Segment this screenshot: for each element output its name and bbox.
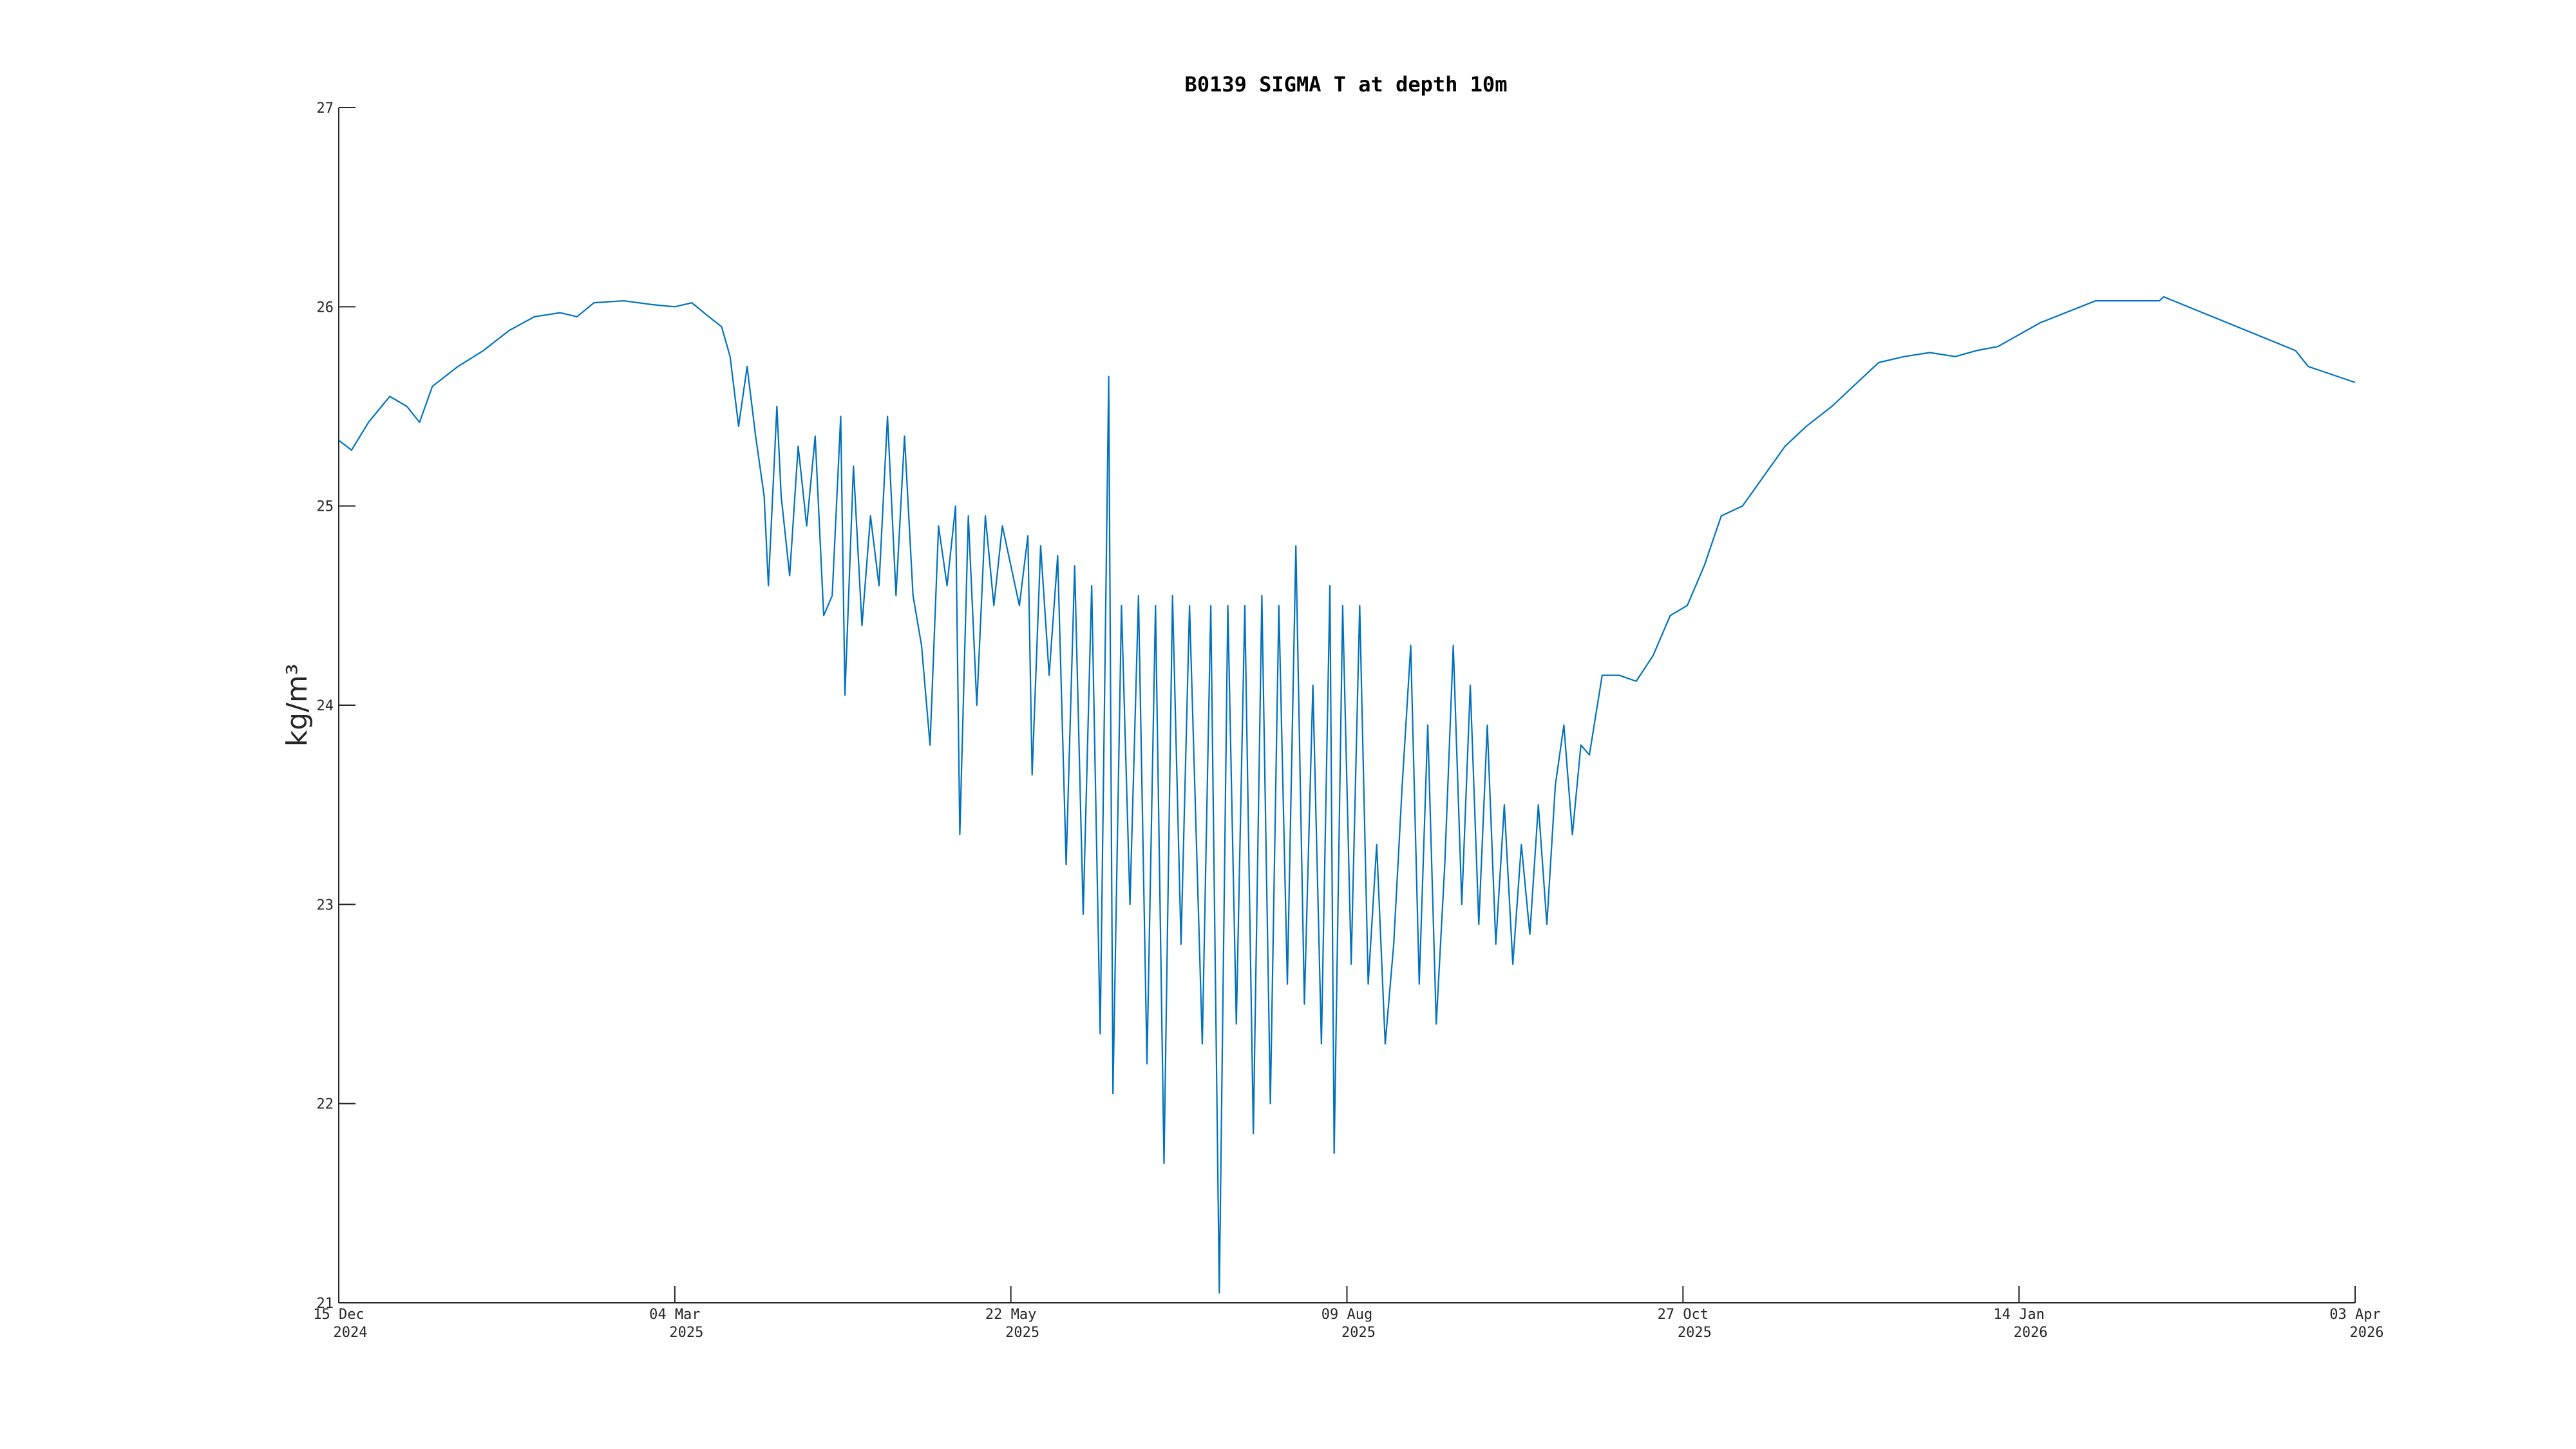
- x-tick-label: 15 Dec 2024: [313, 1307, 367, 1341]
- x-tick-label: 09 Aug 2025: [1321, 1307, 1376, 1341]
- y-tick-label: 26: [317, 299, 334, 316]
- x-tick-label: 03 Apr 2026: [2329, 1307, 2383, 1341]
- y-tick-label: 25: [317, 499, 334, 515]
- y-tick-label: 21: [317, 1296, 334, 1312]
- y-tick-label: 22: [317, 1097, 334, 1113]
- x-tick-label: 14 Jan 2026: [1993, 1307, 2047, 1341]
- y-tick-label: 24: [317, 698, 334, 714]
- y-tick-label: 27: [317, 100, 334, 117]
- data-line: [338, 296, 2356, 1294]
- y-axis-label: kg/m³: [281, 664, 314, 747]
- x-tick-label: 22 May 2025: [985, 1307, 1039, 1341]
- chart-title: B0139 SIGMA T at depth 10m: [1185, 72, 1508, 97]
- x-tick-label: 04 Mar 2025: [649, 1307, 703, 1341]
- x-tick-label: 27 Oct 2025: [1658, 1307, 1712, 1341]
- y-tick-label: 23: [317, 897, 334, 913]
